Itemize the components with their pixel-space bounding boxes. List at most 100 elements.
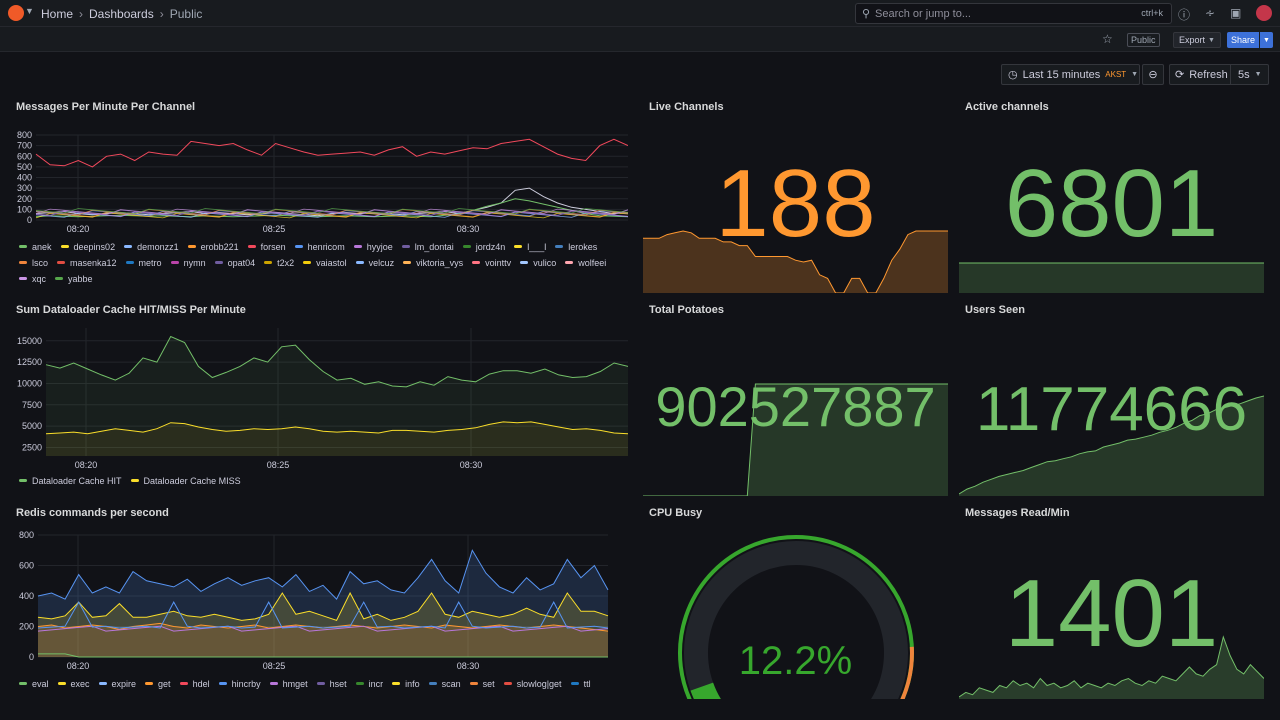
legend-item[interactable]: ttl — [570, 679, 591, 689]
series-line — [35, 138, 628, 168]
avatar[interactable] — [1256, 5, 1272, 21]
legend-swatch — [145, 682, 154, 685]
refresh-interval-picker[interactable]: 5s ▼ — [1231, 64, 1269, 85]
legend-label: vaiastol — [316, 257, 347, 268]
legend-item[interactable]: anek — [19, 242, 52, 252]
refresh-button[interactable]: ⟳ Refresh — [1169, 64, 1231, 85]
y-tick-label: 100 — [17, 204, 32, 214]
legend-swatch — [403, 261, 412, 264]
legend-swatch — [218, 682, 227, 685]
legend-item[interactable]: hset — [316, 679, 347, 689]
legend-item[interactable]: velcuz — [355, 258, 394, 268]
search-placeholder: Search or jump to... — [875, 8, 971, 20]
grafana-logo-icon[interactable] — [8, 5, 24, 21]
legend-item[interactable]: nymn — [170, 258, 206, 268]
legend-label: xqc — [32, 273, 47, 284]
legend-item[interactable]: set — [469, 679, 495, 689]
panel-title[interactable]: Live Channels — [649, 101, 724, 113]
redis-chart[interactable]: 0 200 400 600 800 08:20 08:25 08:30 — [16, 525, 628, 675]
legend-item[interactable]: metro — [125, 258, 162, 268]
legend-item[interactable]: xqc — [19, 273, 47, 284]
legend-item[interactable]: vulico — [520, 258, 556, 268]
legend-item[interactable]: demonzz1 — [124, 242, 179, 252]
legend-item[interactable]: deepins02 — [60, 241, 116, 252]
panel-title[interactable]: Users Seen — [965, 304, 1025, 316]
panel-title[interactable]: Messages Per Minute Per Channel — [16, 101, 196, 113]
legend-item[interactable]: lsco — [19, 258, 48, 268]
legend-item[interactable]: wolfeei — [565, 258, 606, 268]
stat-value: 1401 — [1004, 560, 1219, 667]
legend-swatch — [124, 245, 133, 248]
legend: Dataloader Cache HIT Dataloader Cache MIS… — [19, 475, 631, 486]
help-icon[interactable]: ⓘ — [1178, 8, 1191, 22]
legend-item[interactable]: Dataloader Cache MISS — [130, 476, 241, 486]
legend-item[interactable]: lerokes — [555, 242, 597, 252]
legend-label: Dataloader Cache HIT — [32, 475, 122, 486]
star-icon[interactable]: ☆ — [1102, 32, 1113, 46]
dataloader-chart[interactable]: 2500 5000 7500 10000 12500 15000 08:20 08:25 08:… — [16, 328, 628, 472]
public-badge: Public — [1127, 33, 1160, 47]
legend-item[interactable]: l___l — [514, 242, 546, 252]
legend-item[interactable]: henricom — [294, 241, 345, 252]
chevron-down-icon: ▼ — [1208, 36, 1215, 44]
legend-item[interactable]: t2x2 — [264, 257, 295, 268]
panel-title[interactable]: Sum Dataloader Cache HIT/MISS Per Minute — [16, 304, 246, 316]
legend-item[interactable]: scan — [428, 679, 461, 689]
chevron-down-icon: ▼ — [1131, 71, 1139, 78]
panel-title[interactable]: Active channels — [965, 101, 1049, 113]
legend-item[interactable]: masenka12 — [57, 258, 117, 268]
legend-item[interactable]: incr — [355, 679, 383, 689]
legend-item[interactable]: slowlog|get — [503, 678, 562, 689]
share-button[interactable]: Share — [1227, 32, 1259, 48]
legend-item[interactable]: vointtv — [472, 258, 511, 268]
kiosk-mode-icon[interactable]: ▣ — [1230, 6, 1242, 20]
search-input[interactable]: ⚲ Search or jump to... ctrl+k — [855, 3, 1172, 24]
legend-item[interactable]: hmget — [269, 679, 308, 689]
panel-title[interactable]: Redis commands per second — [16, 507, 169, 519]
legend-label: jordz4n — [475, 241, 506, 252]
news-feed-icon[interactable]: ∻ — [1205, 6, 1216, 20]
legend-item[interactable]: hyyjoe — [353, 241, 393, 252]
chevron-down-icon[interactable]: ▼ — [25, 6, 34, 16]
y-tick-label: 15000 — [17, 336, 42, 346]
share-dropdown-icon[interactable]: ▼ — [1260, 32, 1273, 48]
legend-swatch — [503, 682, 512, 685]
legend-label: hyyjoe — [366, 241, 393, 252]
legend-item[interactable]: hincrby — [218, 679, 261, 689]
legend-item[interactable]: Dataloader Cache HIT — [19, 475, 122, 486]
series-line — [45, 335, 628, 388]
legend-item[interactable]: viktoria_vys — [403, 258, 463, 268]
panel-title[interactable]: Messages Read/Min — [965, 507, 1070, 519]
time-range-picker[interactable]: ◷ Last 15 minutes AKST ▼ — [1001, 64, 1140, 85]
export-button[interactable]: Export ▼ — [1173, 32, 1221, 48]
y-tick-label: 200 — [17, 194, 32, 204]
legend-item[interactable]: hdel — [179, 679, 210, 689]
legend-item[interactable]: eval — [19, 679, 49, 689]
legend-item[interactable]: exec — [57, 679, 90, 689]
legend-label: deepins02 — [73, 241, 116, 252]
legend-item[interactable]: lm_dontai — [401, 242, 454, 252]
legend-item[interactable]: jordz4n — [462, 241, 506, 252]
panel-title[interactable]: Total Potatoes — [649, 304, 724, 316]
y-tick-label: 400 — [19, 591, 34, 601]
legend-item[interactable]: forsen — [247, 242, 286, 252]
legend-label: henricom — [307, 241, 345, 252]
legend-item[interactable]: get — [145, 679, 171, 689]
zoom-out-button[interactable]: ⊖ — [1142, 64, 1164, 85]
panel-title[interactable]: CPU Busy — [649, 507, 703, 519]
legend-swatch — [355, 682, 364, 685]
x-tick-label: 08:30 — [457, 224, 480, 234]
sparkline-line — [643, 230, 948, 293]
legend-item[interactable]: erobb221 — [187, 242, 239, 252]
breadcrumb-home[interactable]: Home — [41, 7, 74, 21]
legend-item[interactable]: info — [392, 679, 420, 689]
legend-item[interactable]: opat04 — [214, 258, 255, 268]
legend-item[interactable]: vaiastol — [303, 257, 347, 268]
sparkline-area — [959, 396, 1264, 496]
legend-item[interactable]: yabbe — [55, 274, 93, 284]
legend-label: t2x2 — [277, 257, 295, 268]
legend-item[interactable]: expire — [98, 679, 136, 689]
breadcrumb-dashboards[interactable]: Dashboards — [89, 7, 154, 21]
legend-label: slowlog|get — [516, 678, 562, 689]
